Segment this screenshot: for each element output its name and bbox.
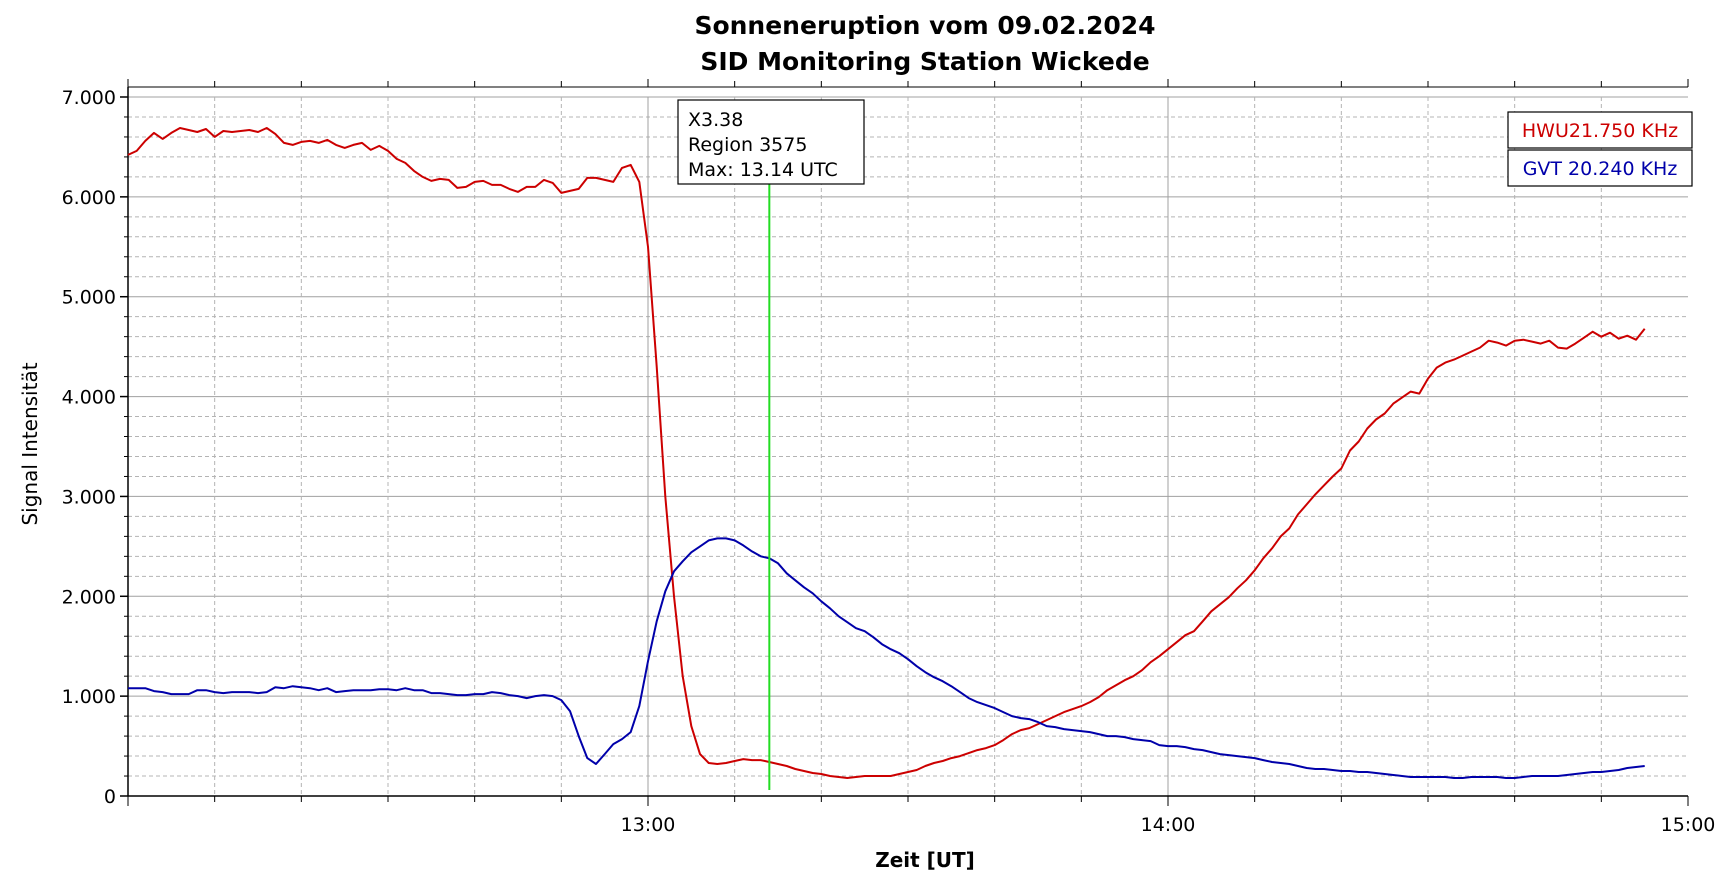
x-tick-label: 14:00: [1141, 814, 1196, 836]
annotation-layer: X3.38 Region 3575 Max: 13.14 UTC: [677, 99, 865, 790]
y-tick-label: 7.000: [62, 87, 116, 109]
annotation-text: Region 3575: [688, 134, 807, 156]
y-axis-label: Signal Intensität: [18, 362, 42, 525]
annotation-text: X3.38: [688, 109, 743, 131]
legend-box: [1507, 149, 1693, 187]
y-tick-label: 3.000: [62, 486, 116, 508]
x-tick-label: 15:00: [1661, 814, 1716, 836]
y-tick-label: 1.000: [62, 686, 116, 708]
legend: HWU21.750 KHz GVT 20.240 KHz: [1507, 111, 1693, 187]
series-line-gvt: [128, 537, 1645, 779]
annotation-text: Max: 13.14 UTC: [688, 159, 838, 181]
annotation-box: [677, 99, 865, 185]
y-tick-label: 2.000: [62, 586, 116, 608]
y-tick-label: 4.000: [62, 387, 116, 409]
grid-layer: [128, 96, 1688, 796]
series-layer: [127, 127, 1646, 779]
legend-entry: GVT 20.240 KHz: [1523, 158, 1678, 180]
axis-layer: 0 1.000 2.000 3.000 4.000 5.000 6.000 7.000 13:0…: [62, 79, 1716, 836]
y-tick-label: 5.000: [62, 287, 116, 309]
chart-subtitle: SID Monitoring Station Wickede: [700, 47, 1149, 76]
y-tick-label: 0: [104, 786, 116, 808]
legend-entry: HWU21.750 KHz: [1522, 120, 1678, 142]
legend-box: [1507, 111, 1693, 149]
x-tick-label: 13:00: [621, 814, 676, 836]
x-axis-label: Zeit [UT]: [875, 848, 975, 872]
y-tick-label: 6.000: [62, 187, 116, 209]
chart-title: Sonneneruption vom 09.02.2024: [694, 11, 1155, 40]
series-line-hwu: [127, 127, 1646, 779]
